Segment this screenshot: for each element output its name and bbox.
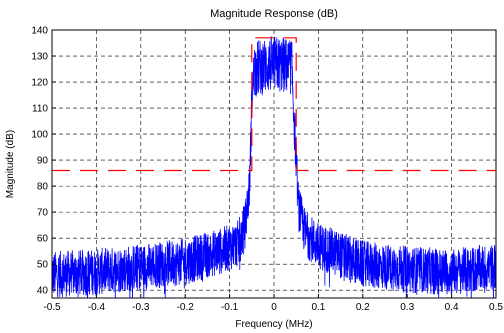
y-tick-label: 70	[37, 208, 49, 219]
y-tick-label: 130	[31, 52, 48, 63]
mask-line	[52, 37, 496, 172]
x-tick-label: 0.2	[356, 302, 370, 313]
x-tick-label: 0	[271, 302, 277, 313]
y-tick-label: 40	[37, 286, 49, 297]
y-tick-label: 140	[31, 26, 48, 37]
x-tick-label: 0.5	[489, 302, 503, 313]
series-layer	[52, 35, 496, 298]
x-tick-label: 0.3	[400, 302, 414, 313]
x-tick-label: -0.3	[132, 302, 150, 313]
grid	[51, 29, 497, 298]
spectrum-line	[52, 35, 496, 298]
y-tick-label: 80	[37, 182, 49, 193]
y-tick-label: 100	[31, 130, 48, 141]
y-axis-label: Magnitude (dB)	[5, 130, 16, 198]
chart-title: Magnitude Response (dB)	[210, 8, 338, 20]
ticks: -0.5 -0.4 -0.3 -0.2 -0.1 0 0.1 0.2 0.3 0.4 0.5 40 50…	[31, 26, 503, 314]
y-tick-label: 60	[37, 234, 49, 245]
x-tick-label: 0.1	[311, 302, 325, 313]
y-tick-label: 120	[31, 78, 48, 89]
y-tick-label: 90	[37, 156, 49, 167]
x-tick-label: 0.4	[445, 302, 459, 313]
y-tick-label: 110	[32, 104, 48, 115]
y-tick-label: 50	[37, 260, 49, 271]
x-tick-label: -0.5	[43, 302, 61, 313]
x-tick-label: -0.4	[88, 302, 106, 313]
x-tick-label: -0.1	[221, 302, 239, 313]
x-tick-label: -0.2	[177, 302, 195, 313]
x-axis-label: Frequency (MHz)	[235, 319, 312, 330]
